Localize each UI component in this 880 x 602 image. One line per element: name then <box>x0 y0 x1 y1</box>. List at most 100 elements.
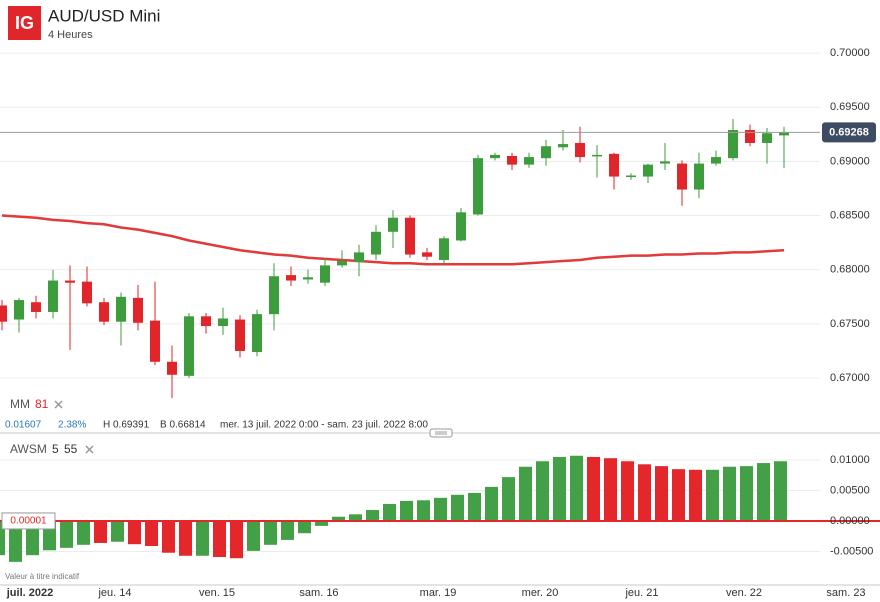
candle-body <box>439 238 449 260</box>
y-tick-label: 0.67000 <box>830 372 870 384</box>
histogram-bar <box>536 461 549 522</box>
y-tick-label: 0.68500 <box>830 209 870 221</box>
candle-body <box>133 297 143 323</box>
candle-body <box>201 316 211 327</box>
histogram-bar <box>213 521 226 557</box>
candle-body <box>626 175 636 177</box>
candle-body <box>337 261 347 266</box>
histogram-bar <box>553 456 566 522</box>
candle-body <box>728 129 738 159</box>
candle-body <box>65 280 75 283</box>
histogram-bar <box>604 458 617 522</box>
candle-body <box>643 164 653 177</box>
indicator-name: AWSM <box>10 442 47 456</box>
histogram-bar <box>638 464 651 522</box>
histogram-bar <box>740 466 753 522</box>
candle-body <box>660 161 670 164</box>
y-tick-label: -0.00500 <box>830 545 873 557</box>
histogram-bar <box>723 466 736 522</box>
change-pct: 2.38% <box>58 420 86 431</box>
candle-body <box>473 158 483 215</box>
moving-average <box>1 214 785 266</box>
histogram-bar <box>672 469 685 522</box>
histogram-bar <box>774 461 787 522</box>
ma-name: MM <box>10 397 30 411</box>
histogram-bar <box>706 469 719 522</box>
histogram-bar <box>77 521 90 545</box>
logo: IG <box>15 13 34 33</box>
candle-body <box>371 231 381 255</box>
last-price-label: 0.69268 <box>829 126 869 138</box>
histogram-bar <box>366 510 379 522</box>
candle-body <box>592 154 602 157</box>
x-tick-label: ven. 22 <box>726 587 762 599</box>
histogram-bar <box>315 521 328 526</box>
candle-body <box>286 275 296 281</box>
candle-body <box>116 296 126 322</box>
candle-body <box>150 320 160 362</box>
candle-body <box>694 163 704 190</box>
candle-body <box>184 316 194 376</box>
close-indicator[interactable] <box>85 445 94 454</box>
candle-body <box>456 212 466 241</box>
candle-body <box>0 305 7 322</box>
candle-body <box>48 280 58 312</box>
candle-body <box>31 302 41 312</box>
indicator-param: 55 <box>64 442 78 456</box>
candle-body <box>303 277 313 280</box>
candle-body <box>14 300 24 320</box>
histogram-bar <box>111 521 124 542</box>
histogram-bar <box>689 469 702 522</box>
candle-body <box>677 163 687 190</box>
histogram-bar <box>349 514 362 522</box>
y-tick-label: 0.69500 <box>830 101 870 113</box>
histogram-bar <box>587 456 600 522</box>
high-stat: H 0.69391 <box>103 420 150 431</box>
histogram-bar <box>281 521 294 540</box>
histogram-bar <box>570 455 583 522</box>
candle-body <box>354 252 364 263</box>
histogram-bar <box>264 521 277 545</box>
histogram-bar <box>434 497 447 522</box>
candle-body <box>609 153 619 177</box>
histogram-bar <box>9 521 22 562</box>
resize-handle[interactable] <box>429 428 453 438</box>
candle-body <box>167 361 177 375</box>
histogram-bar <box>502 477 515 522</box>
x-tick-label: sam. 23 <box>826 587 865 599</box>
histogram-bar <box>757 463 770 522</box>
histogram-bar <box>383 503 396 522</box>
histogram-bar <box>196 521 209 556</box>
histogram-bar <box>0 521 5 556</box>
y-tick-label: 0.00000 <box>830 515 870 527</box>
indicator-param: 5 <box>52 442 59 456</box>
candle-body <box>711 157 721 164</box>
y-tick-label: 0.01000 <box>830 454 870 466</box>
x-tick-label: mer. 20 <box>522 587 559 599</box>
histogram-bar <box>179 521 192 556</box>
candle-body <box>490 154 500 159</box>
y-tick-label: 0.67500 <box>830 318 870 330</box>
y-tick-label: 0.00500 <box>830 484 870 496</box>
candle-body <box>524 157 534 165</box>
candle-body <box>745 129 755 143</box>
histogram-bar <box>655 466 668 522</box>
candle-body <box>541 146 551 159</box>
x-tick-label: ven. 15 <box>199 587 235 599</box>
date-range: mer. 13 juil. 2022 0:00 - sam. 23 juil. … <box>220 420 428 431</box>
close-ma[interactable] <box>54 400 63 409</box>
x-tick-label: mar. 19 <box>420 587 457 599</box>
x-tick-label: sam. 16 <box>299 587 338 599</box>
histogram-bar <box>230 521 243 559</box>
candle-body <box>558 144 568 148</box>
y-tick-label: 0.68000 <box>830 264 870 276</box>
histogram-bar <box>332 516 345 522</box>
histogram-bar <box>60 521 73 548</box>
histogram-bar <box>621 461 634 522</box>
candle-body <box>405 217 415 255</box>
candle-body <box>82 281 92 304</box>
candle-body <box>507 155 517 165</box>
candle-body <box>762 133 772 143</box>
last-price-tag <box>822 122 876 143</box>
